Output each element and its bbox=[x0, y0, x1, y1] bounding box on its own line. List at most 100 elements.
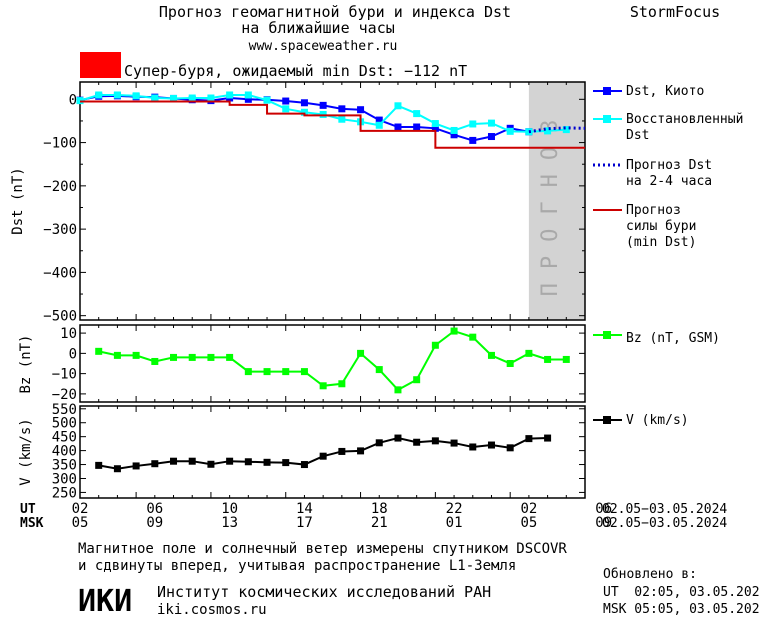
data-point bbox=[132, 351, 140, 359]
data-point bbox=[319, 101, 327, 109]
y-tick-label: 0 bbox=[69, 346, 77, 362]
y-tick-label: 0 bbox=[69, 92, 77, 108]
panel-frame bbox=[79, 405, 586, 499]
ut-tick-label: 02 bbox=[520, 501, 537, 517]
msk-tick-label: 05 bbox=[520, 515, 537, 531]
data-point bbox=[394, 123, 402, 131]
data-point bbox=[282, 97, 290, 105]
iki-logo: ИКИ bbox=[78, 584, 132, 619]
storm-color-swatch bbox=[80, 52, 121, 78]
storm-banner-text: Супер-буря, ожидаемый min Dst: −112 nT bbox=[124, 62, 467, 80]
msk-tick-label: 13 bbox=[221, 515, 238, 531]
data-point bbox=[544, 127, 552, 135]
ut-tick-label: 06 bbox=[146, 501, 163, 517]
y-tick-label: 500 bbox=[52, 416, 77, 432]
data-point bbox=[487, 119, 495, 127]
footer-note-line-1: Магнитное поле и солнечный ветер измерен… bbox=[78, 541, 567, 557]
data-point bbox=[431, 437, 439, 445]
data-point bbox=[263, 368, 271, 376]
data-point bbox=[375, 116, 383, 124]
data-point bbox=[357, 106, 365, 114]
data-point bbox=[357, 447, 365, 455]
data-point bbox=[188, 353, 196, 361]
data-point bbox=[487, 351, 495, 359]
data-point bbox=[188, 94, 196, 102]
data-point bbox=[431, 341, 439, 349]
y-axis-label: Bz (nT) bbox=[18, 334, 34, 393]
data-point bbox=[132, 462, 140, 470]
bz-panel: 10 0 −10 −20 Bz (nT) bbox=[18, 324, 586, 403]
data-point bbox=[244, 91, 252, 99]
data-point bbox=[300, 108, 308, 116]
y-tick-label: −400 bbox=[43, 265, 77, 281]
data-point bbox=[394, 386, 402, 394]
institute-site: iki.cosmos.ru bbox=[157, 602, 267, 618]
y-tick-label: −10 bbox=[52, 367, 77, 383]
data-point bbox=[469, 443, 477, 451]
data-point bbox=[113, 351, 121, 359]
data-point bbox=[170, 94, 178, 102]
series-line bbox=[80, 100, 585, 149]
data-point bbox=[95, 347, 103, 355]
legend-storm-forecast: Прогноз силы бури (min Dst) bbox=[593, 203, 704, 250]
msk-date-range: 02.05−03.05.2024 bbox=[602, 516, 727, 531]
updated-ut: UT 02:05, 03.05.2024 bbox=[603, 585, 760, 600]
data-point bbox=[244, 95, 252, 103]
data-point bbox=[300, 368, 308, 376]
data-point bbox=[132, 92, 140, 100]
ut-tick-label: 18 bbox=[371, 501, 388, 517]
data-point bbox=[319, 382, 327, 390]
data-point bbox=[207, 94, 215, 102]
msk-tick-label: 01 bbox=[446, 515, 463, 531]
panel-frame bbox=[79, 324, 586, 403]
data-point bbox=[151, 357, 159, 365]
y-tick-label: 400 bbox=[52, 444, 77, 460]
data-point bbox=[282, 459, 290, 467]
data-point bbox=[413, 438, 421, 446]
legend-storm-forecast-label: Прогноз силы бури (min Dst) bbox=[626, 203, 704, 250]
data-point bbox=[113, 91, 121, 99]
ut-tick-label: 02 bbox=[72, 501, 89, 517]
data-point bbox=[431, 120, 439, 128]
data-point bbox=[394, 102, 402, 110]
data-point bbox=[394, 434, 402, 442]
data-point bbox=[413, 376, 421, 384]
data-point bbox=[413, 110, 421, 118]
data-point bbox=[375, 366, 383, 374]
y-tick-label: 550 bbox=[52, 402, 77, 418]
data-point bbox=[450, 439, 458, 447]
y-tick-label: 450 bbox=[52, 430, 77, 446]
data-point bbox=[95, 91, 103, 99]
data-point bbox=[469, 136, 477, 144]
data-point bbox=[338, 447, 346, 455]
series-line bbox=[98, 329, 567, 392]
data-point bbox=[319, 452, 327, 460]
legend-dst-kyoto: Dst, Киото bbox=[593, 84, 704, 99]
updated-label: Обновлено в: bbox=[603, 567, 697, 582]
data-point bbox=[450, 126, 458, 134]
data-point bbox=[506, 360, 514, 367]
data-point bbox=[151, 460, 159, 468]
data-point bbox=[338, 380, 346, 388]
data-point bbox=[450, 131, 458, 139]
legend-dst-forecast: Прогноз Dst на 2-4 часа bbox=[593, 158, 712, 189]
data-point bbox=[487, 441, 495, 449]
data-point bbox=[469, 120, 477, 128]
ut-label: UT bbox=[20, 502, 36, 517]
msk-tick-label: 09 bbox=[595, 515, 612, 531]
data-point bbox=[207, 460, 215, 468]
y-tick-label: −300 bbox=[43, 222, 77, 238]
data-point bbox=[431, 124, 439, 132]
y-tick-label: 250 bbox=[52, 485, 77, 501]
ut-tick-label: 14 bbox=[296, 501, 313, 517]
data-point bbox=[170, 353, 178, 361]
legend-v-label: V (km/s) bbox=[626, 413, 689, 428]
data-point bbox=[375, 439, 383, 447]
forecast-region bbox=[528, 82, 585, 320]
y-axis-label: V (km/s) bbox=[18, 418, 34, 485]
title-line-1: Прогноз геомагнитной бури и индекса Dst bbox=[159, 3, 511, 21]
data-point bbox=[469, 333, 477, 341]
data-point bbox=[282, 368, 290, 376]
